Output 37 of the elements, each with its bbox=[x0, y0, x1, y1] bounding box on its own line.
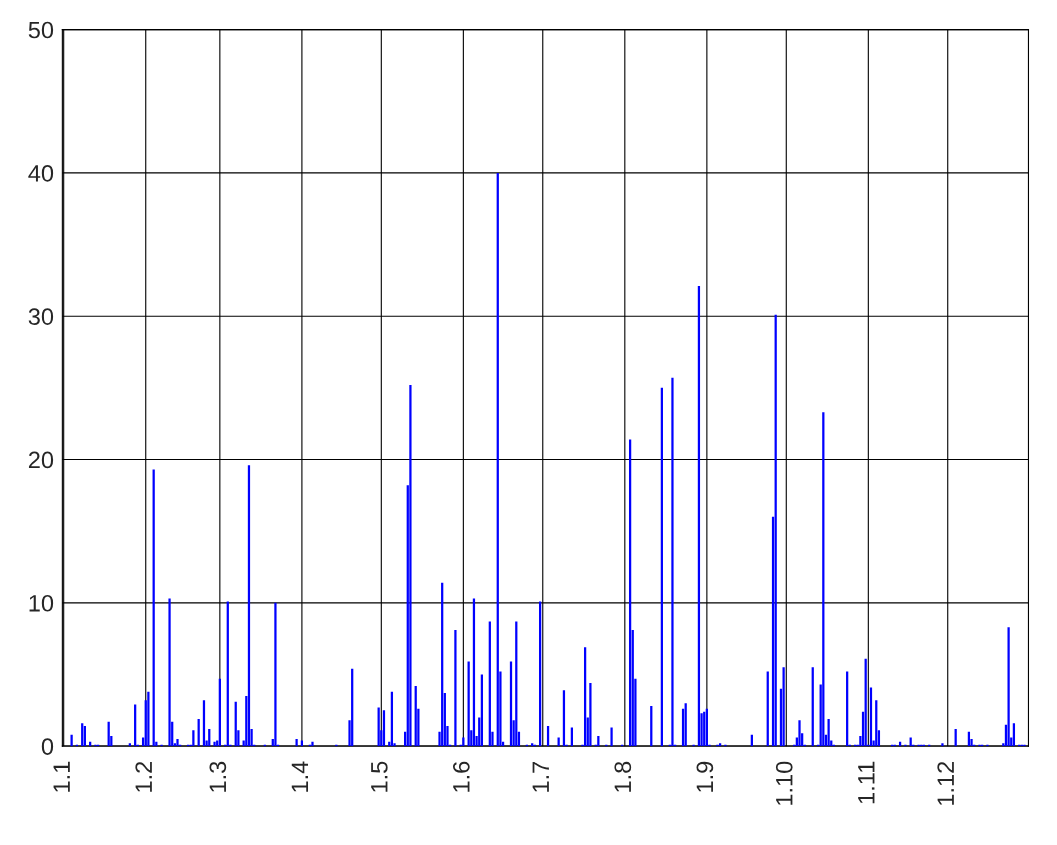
x-tick-label: 1.12 bbox=[937, 761, 954, 805]
bar bbox=[454, 630, 457, 747]
bar bbox=[176, 738, 179, 747]
y-tick-label: 0 bbox=[41, 738, 54, 755]
bar bbox=[147, 691, 150, 747]
bar bbox=[377, 707, 380, 747]
bar bbox=[798, 720, 801, 747]
x-tick-label: 1.10 bbox=[775, 761, 793, 805]
y-tick-label: 50 bbox=[28, 21, 54, 39]
y-tick-label: 10 bbox=[29, 594, 54, 612]
y-tick-label: 40 bbox=[28, 164, 54, 182]
x-tick-label: 1.1 bbox=[53, 761, 70, 792]
x-tick-label: 1.9 bbox=[696, 761, 714, 792]
bar bbox=[128, 743, 131, 747]
bar bbox=[295, 738, 298, 747]
x-tick-label: 1.4 bbox=[291, 761, 309, 792]
x-tick-label: 1.5 bbox=[371, 761, 388, 792]
bar bbox=[671, 377, 674, 747]
bar bbox=[941, 743, 944, 747]
x-tick-label: 1.3 bbox=[209, 761, 227, 792]
bar bbox=[409, 384, 412, 747]
bar bbox=[610, 727, 613, 747]
bar bbox=[192, 730, 195, 747]
bar bbox=[589, 683, 592, 747]
x-tick-label: 1.8 bbox=[614, 761, 632, 792]
bar bbox=[168, 598, 171, 747]
bar bbox=[274, 602, 277, 747]
x-tick-label: 1.2 bbox=[135, 761, 152, 792]
bar bbox=[827, 718, 830, 747]
x-tick-label: 1.6 bbox=[452, 761, 470, 792]
x-tick-label: 1.7 bbox=[532, 761, 549, 792]
y-tick-label: 30 bbox=[28, 308, 54, 325]
x-tick-label: 1.11 bbox=[858, 761, 875, 804]
y-tick-label: 20 bbox=[28, 451, 54, 469]
bar bbox=[1007, 627, 1010, 747]
bar bbox=[300, 740, 304, 747]
bar bbox=[213, 741, 216, 747]
